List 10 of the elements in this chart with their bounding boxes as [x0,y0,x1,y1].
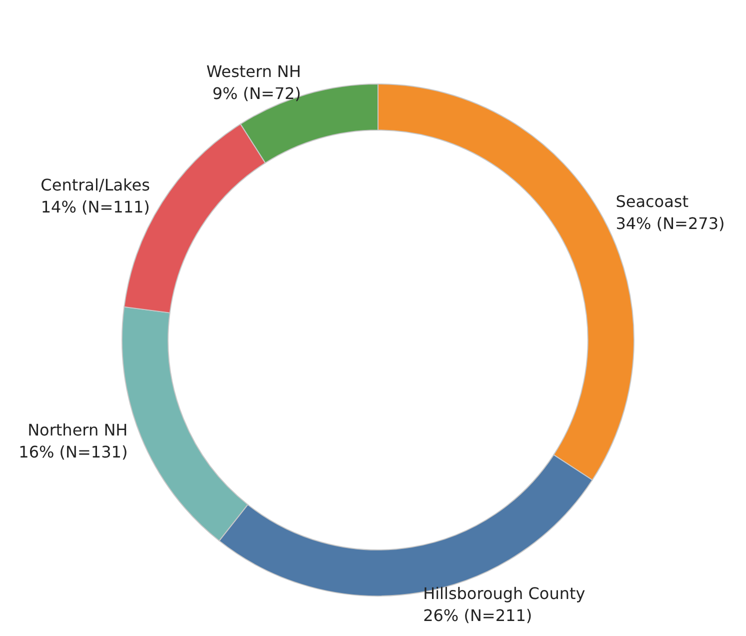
slice-label: Western NH [206,62,302,82]
slice-label: Central/Lakes [40,176,150,195]
data-label: 9% (N=72) [212,84,302,104]
slice-label: Seacoast [616,192,689,211]
data-label: 14% (N=111) [40,198,150,217]
data-label: 16% (N=131) [18,442,128,462]
slice-label: Northern NH [28,420,128,440]
slice-label: Hillsborough County [423,584,586,604]
data-label: 34% (N=273) [616,214,725,233]
data-label: 26% (N=211) [423,606,532,626]
